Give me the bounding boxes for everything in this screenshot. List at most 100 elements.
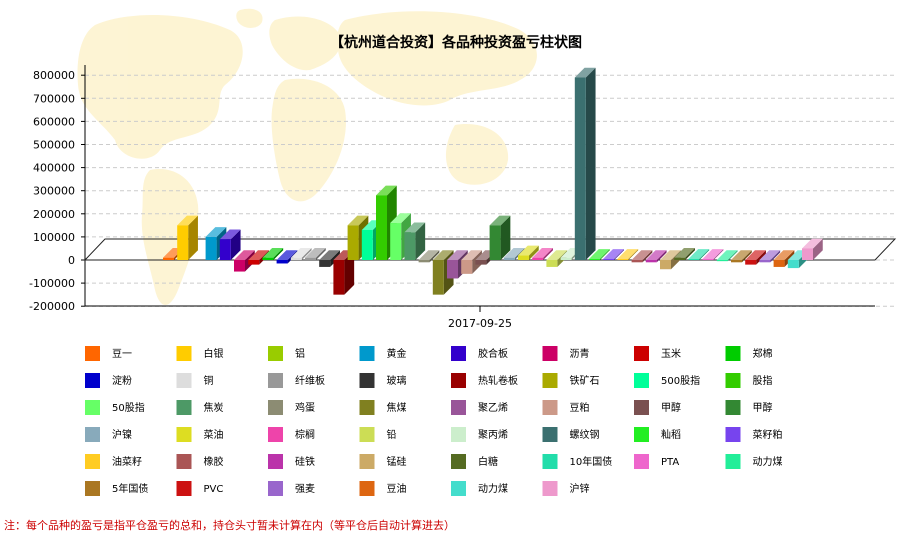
bar-top bbox=[674, 247, 695, 258]
bar bbox=[262, 247, 284, 260]
bar-top bbox=[617, 249, 639, 259]
bar-side bbox=[230, 229, 241, 260]
bar bbox=[574, 67, 596, 260]
chart-title: 【杭州道合投资】各品种投资盈亏柱状图 bbox=[330, 34, 582, 51]
legend-item: 铜 bbox=[176, 373, 214, 388]
y-tick-label: 0 bbox=[68, 254, 75, 267]
legend-item: 玻璃 bbox=[359, 373, 407, 388]
bar-side bbox=[813, 238, 823, 260]
legend-item: 5年国债 bbox=[85, 481, 148, 496]
bar-side bbox=[614, 249, 624, 260]
bar bbox=[290, 247, 312, 260]
legend-item: 沪锌 bbox=[542, 481, 590, 496]
bar bbox=[716, 250, 738, 262]
bar-front bbox=[475, 260, 487, 265]
bar-top bbox=[660, 250, 681, 260]
legend-swatch bbox=[451, 346, 466, 361]
legend-label: 强麦 bbox=[295, 483, 315, 495]
legend-item: 焦煤 bbox=[359, 400, 407, 415]
bar-top bbox=[205, 227, 227, 237]
bar-front bbox=[333, 260, 345, 295]
legend-swatch bbox=[542, 346, 558, 361]
legend-label: 橡胶 bbox=[204, 455, 224, 468]
legend-item: 菜籽粕 bbox=[725, 427, 783, 442]
bar-side bbox=[642, 250, 653, 263]
bar-front bbox=[262, 257, 274, 260]
legend-item: 玉米 bbox=[634, 346, 681, 361]
legend-item: 豆油 bbox=[359, 481, 407, 496]
bar-front bbox=[631, 260, 643, 263]
bar-front bbox=[745, 260, 757, 265]
bar-front bbox=[503, 257, 515, 260]
bar bbox=[745, 250, 766, 265]
legend-swatch bbox=[85, 427, 100, 442]
bar bbox=[177, 215, 198, 260]
bar-side bbox=[529, 245, 539, 260]
legend-item: 甲醇 bbox=[725, 400, 773, 415]
bar-top bbox=[603, 249, 624, 259]
bar-side bbox=[273, 247, 284, 260]
bar-top bbox=[702, 249, 724, 259]
bar bbox=[688, 249, 710, 260]
bar-front bbox=[390, 223, 402, 260]
bar-front bbox=[404, 232, 416, 260]
legend-swatch bbox=[268, 346, 283, 361]
legend-swatch bbox=[359, 400, 375, 415]
legend-swatch bbox=[634, 454, 649, 469]
y-tick-label: -100000 bbox=[29, 277, 75, 290]
legend-label: 10年国债 bbox=[570, 455, 613, 468]
legend-label: 股指 bbox=[753, 374, 773, 387]
bar bbox=[532, 247, 553, 260]
legend-item: 郑棉 bbox=[725, 346, 773, 361]
legend-label: 玻璃 bbox=[387, 374, 407, 387]
y-tick-label: 500000 bbox=[33, 139, 75, 152]
legend-label: 胶合板 bbox=[478, 347, 508, 360]
bar-front bbox=[773, 260, 785, 267]
bar bbox=[305, 247, 326, 260]
legend-item: 白银 bbox=[176, 346, 224, 361]
legend-swatch bbox=[634, 373, 649, 388]
bar-front bbox=[532, 257, 544, 260]
legend-swatch bbox=[268, 454, 283, 469]
bar-front bbox=[716, 260, 728, 262]
bar-side bbox=[756, 250, 766, 265]
bar bbox=[404, 222, 426, 260]
legend-swatch bbox=[359, 454, 375, 469]
legend-label: 甲醇 bbox=[661, 401, 681, 414]
bar-front bbox=[802, 248, 813, 260]
legend-label: 豆一 bbox=[112, 348, 132, 360]
bar bbox=[759, 250, 781, 263]
bar-front bbox=[787, 260, 799, 269]
legend-swatch bbox=[359, 481, 375, 496]
legend-swatch bbox=[634, 427, 649, 442]
legend-swatch bbox=[268, 373, 283, 388]
legend-label: 动力煤 bbox=[478, 482, 508, 495]
bar-top bbox=[574, 67, 596, 78]
y-tick-label: 200000 bbox=[33, 208, 75, 221]
bar bbox=[589, 249, 610, 260]
bar-side bbox=[500, 215, 511, 260]
legend-item: 50股指 bbox=[85, 400, 145, 415]
bar-front bbox=[589, 258, 600, 260]
legend-label: 铝 bbox=[295, 348, 305, 360]
bar-top bbox=[489, 215, 511, 226]
legend-label: PVC bbox=[204, 484, 224, 495]
bar-side bbox=[415, 222, 426, 260]
legend-item: 聚丙烯 bbox=[451, 427, 508, 442]
legend-swatch bbox=[176, 346, 192, 361]
legend-item: 沥青 bbox=[542, 346, 590, 361]
legend-item: 热轧卷板 bbox=[451, 373, 518, 388]
legend-swatch bbox=[542, 481, 558, 496]
bar-front bbox=[177, 225, 189, 260]
legend-swatch bbox=[176, 373, 192, 388]
legend-item: 纤维板 bbox=[268, 373, 325, 388]
bar-top bbox=[404, 222, 426, 233]
y-tick-label: 100000 bbox=[33, 231, 75, 244]
legend-swatch bbox=[176, 454, 192, 469]
legend-label: 黄金 bbox=[387, 347, 407, 360]
legend-item: 股指 bbox=[725, 373, 773, 388]
legend-item: 铝 bbox=[268, 346, 305, 361]
bar-top bbox=[219, 229, 241, 240]
legend-item: 籼稻 bbox=[634, 427, 681, 442]
legend-swatch bbox=[176, 427, 192, 442]
